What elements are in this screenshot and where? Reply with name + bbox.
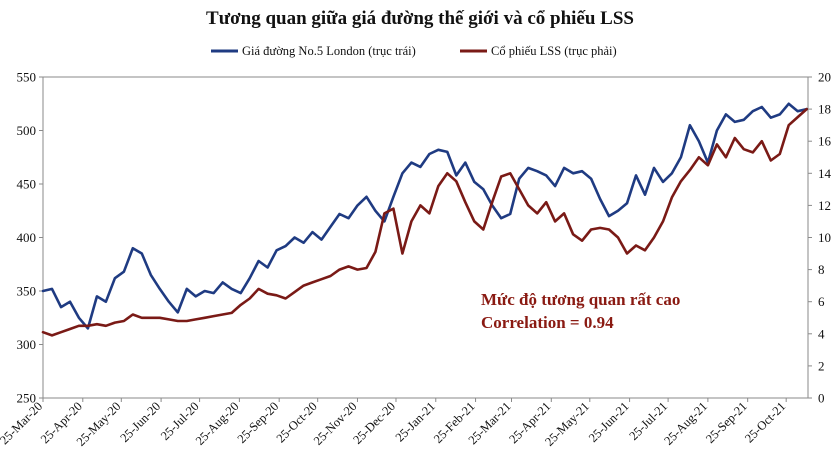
x-tick-label: 25-Nov-20 [311, 399, 360, 448]
y-right-tick-label: 14 [818, 166, 832, 181]
y-right-tick-label: 4 [818, 326, 825, 341]
y-left-tick-label: 500 [17, 123, 37, 138]
annotation-correlation-value: Correlation = 0.94 [481, 313, 614, 332]
axes [42, 76, 809, 399]
y-left-tick-label: 550 [17, 70, 37, 85]
series-line-sugar-price [41, 102, 809, 330]
y-right-tick-label: 10 [818, 230, 831, 245]
series-line-lss-stock [41, 107, 809, 337]
y-right-tick-label: 18 [818, 102, 831, 117]
y-right-tick-label: 16 [818, 134, 832, 149]
x-tick-label: 25-Mar-20 [0, 399, 45, 447]
legend-label-lss: Cổ phiếu LSS (trục phải) [491, 44, 617, 58]
chart-title: Tương quan giữa giá đường thế giới và cổ… [206, 8, 634, 29]
series-lines [41, 102, 809, 337]
x-tick-label: 25-Jan-21 [393, 399, 438, 444]
y-right-tick-label: 0 [818, 391, 825, 406]
y-right-tick-label: 8 [818, 262, 825, 277]
x-tick-label: 25-Jun-20 [117, 399, 163, 445]
x-tick-label: 25-Jun-21 [586, 399, 632, 445]
y-right-tick-label: 20 [818, 70, 831, 85]
y-left-tick-label: 250 [17, 391, 37, 406]
x-tick-label: 25-Oct-21 [742, 399, 788, 445]
x-tick-label: 25-Dec-20 [350, 399, 398, 447]
annotation-correlation-level: Mức độ tương quan rất cao [481, 290, 680, 309]
y-left-tick-label: 400 [17, 230, 37, 245]
y-right-tick-label: 2 [818, 358, 825, 373]
y-right-tick-label: 12 [818, 198, 831, 213]
y-right-ticks: 0 2 4 6 8 10 12 14 16 18 20 [808, 70, 832, 406]
x-tick-label: 25-Aug-21 [661, 399, 710, 448]
y-left-tick-label: 450 [17, 177, 37, 192]
x-ticks: 25-Mar-2025-Apr-2025-May-2025-Jun-2025-J… [0, 398, 788, 449]
x-tick-label: 25-Sep-21 [703, 399, 750, 446]
legend: Giá đường No.5 London (trục trái) Cổ phi… [211, 44, 617, 58]
x-tick-label: 25-Sep-20 [235, 399, 282, 446]
y-left-tick-label: 350 [17, 284, 37, 299]
y-left-tick-label: 300 [17, 337, 37, 352]
legend-label-sugar: Giá đường No.5 London (trục trái) [242, 44, 416, 58]
x-tick-label: 25-Aug-20 [193, 399, 242, 448]
plot-frame [42, 76, 809, 399]
y-left-ticks: 250 300 350 400 450 500 550 [17, 70, 43, 406]
y-right-tick-label: 6 [818, 294, 825, 309]
